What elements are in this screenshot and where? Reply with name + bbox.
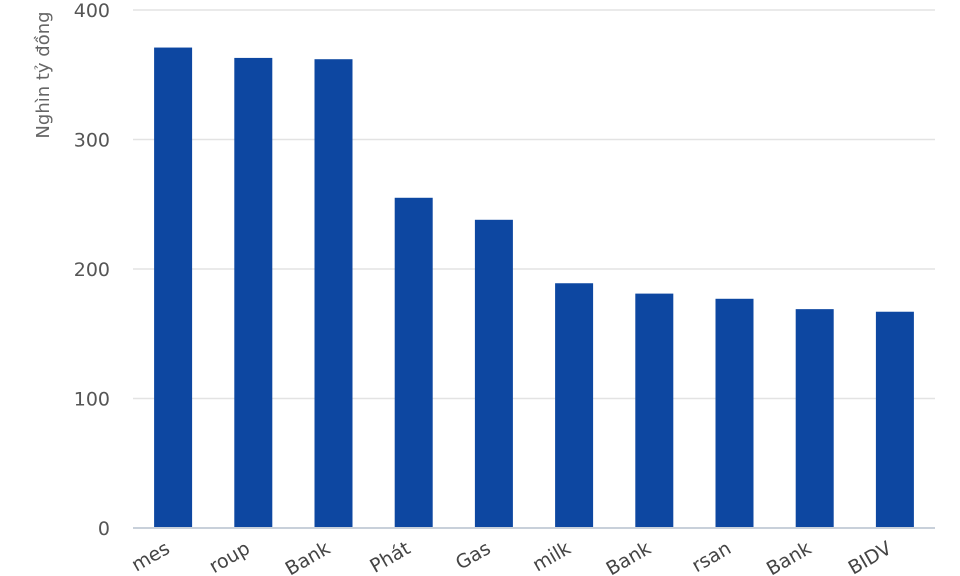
y-axis-ticks: 0 100 200 300 400 — [74, 0, 110, 540]
y-tick-label-4: 400 — [74, 0, 110, 22]
bars — [154, 47, 914, 529]
y-tick-label-1: 100 — [74, 389, 110, 411]
y-tick-label-0: 0 — [98, 518, 110, 540]
y-tick-label-2: 200 — [74, 259, 110, 281]
y-tick-label-3: 300 — [74, 130, 110, 152]
x-category-label-5: milk — [529, 537, 575, 576]
bar-7 — [715, 298, 754, 528]
x-category-label-9: BIDV — [845, 537, 896, 576]
y-axis-label: Nghìn tỷ đồng — [33, 11, 54, 138]
x-category-label-0: mes — [128, 537, 174, 576]
x-category-label-7: rsan — [688, 537, 735, 576]
x-axis-categories: mes roup Bank Phát Gas milk Bank rsan Bank BIDV — [128, 537, 896, 576]
bar-4 — [474, 219, 513, 529]
bar-1 — [234, 57, 273, 528]
bar-9 — [875, 311, 914, 528]
bar-3 — [394, 197, 433, 528]
x-category-label-3: Phát — [366, 537, 414, 576]
bar-6 — [635, 293, 674, 528]
x-category-label-4: Gas — [452, 537, 494, 574]
x-category-label-6: Bank — [602, 537, 654, 576]
bar-0 — [154, 47, 193, 529]
x-category-label-2: Bank — [282, 537, 334, 576]
bar-2 — [314, 59, 353, 529]
bar-5 — [555, 283, 594, 528]
x-category-label-1: roup — [205, 537, 253, 576]
bar-8 — [795, 309, 834, 528]
x-category-label-8: Bank — [763, 537, 815, 576]
